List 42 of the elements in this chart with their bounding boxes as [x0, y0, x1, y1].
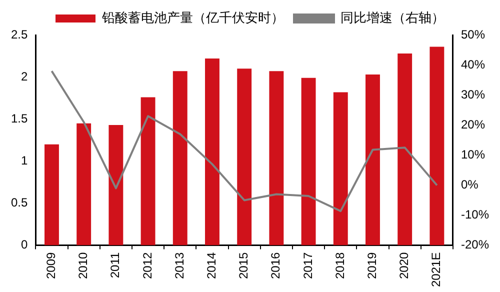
legend-label: 同比增速（右轴）: [340, 10, 444, 26]
x-tick-label: 2011: [108, 252, 122, 278]
bar: [205, 58, 220, 246]
x-tick-label: 2015: [236, 252, 251, 280]
x-tick-label: 2019: [365, 252, 380, 280]
bar: [269, 71, 284, 246]
bar: [172, 71, 188, 246]
bar: [301, 78, 316, 246]
x-tick-label: 2012: [140, 252, 154, 280]
bar: [76, 123, 92, 246]
bar: [333, 92, 348, 246]
y-tick-label: 1.5: [10, 111, 28, 126]
y2-tick-label: 30%: [460, 87, 486, 102]
y2-tick-label: 10%: [460, 147, 486, 162]
x-tick-label: 2017: [300, 252, 315, 280]
x-tick-label: 2018: [332, 252, 347, 280]
x-tick-label: 2013: [172, 252, 186, 280]
x-tick-label: 2014: [204, 252, 219, 280]
x-tick-label: 2020: [397, 252, 412, 280]
y-tick-label: 0: [20, 238, 28, 252]
y-tick-label: 1: [20, 153, 28, 168]
x-tick-label: 2009: [44, 252, 58, 280]
x-tick-label: 2021E: [429, 252, 444, 288]
bar: [44, 144, 59, 246]
bar: [366, 74, 380, 246]
y2-tick-label: -10%: [460, 208, 490, 222]
y-tick-label: 0.5: [10, 196, 28, 210]
bar: [108, 125, 124, 246]
y2-tick-label: 20%: [460, 117, 486, 132]
bar: [430, 46, 444, 246]
y2-tick-label: 0%: [460, 178, 479, 192]
bar: [237, 68, 252, 246]
y2-tick-label: 40%: [460, 57, 486, 72]
legend-label: 铅酸蓄电池产量（亿千伏安时）: [101, 10, 284, 26]
y2-tick-label: -20%: [460, 238, 490, 252]
y-tick-label: 2.5: [10, 27, 28, 42]
bar: [398, 54, 412, 246]
y-tick-label: 2: [20, 69, 28, 84]
x-tick-label: 2016: [268, 252, 283, 280]
bar: [140, 97, 156, 246]
y2-tick-label: 50%: [460, 27, 486, 42]
x-tick-label: 2010: [76, 252, 90, 280]
